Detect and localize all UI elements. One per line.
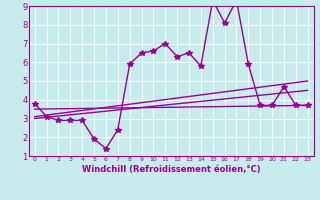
X-axis label: Windchill (Refroidissement éolien,°C): Windchill (Refroidissement éolien,°C) — [82, 165, 260, 174]
